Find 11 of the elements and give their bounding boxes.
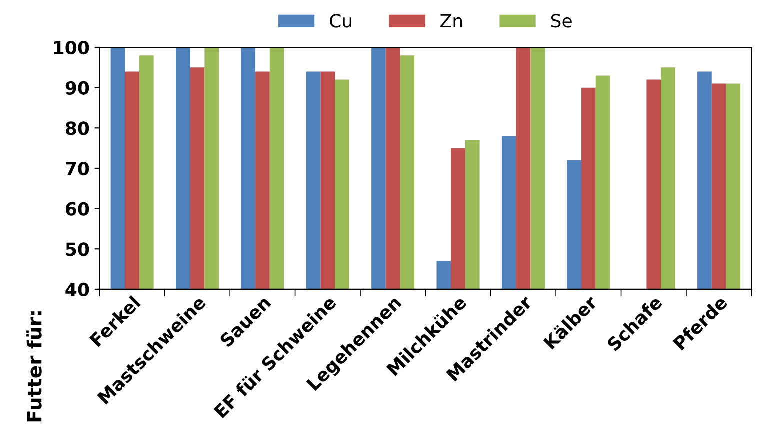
y-tick-label: 70 <box>66 162 90 176</box>
y-tick-label: 60 <box>66 202 90 216</box>
y-tick-label: 100 <box>54 40 90 55</box>
y-tick-label: 40 <box>66 282 90 297</box>
legend-label: Zn <box>440 14 462 28</box>
text: Futter für: <box>26 312 42 422</box>
y-tick-label: 50 <box>66 242 90 256</box>
legend-label: Cu <box>330 14 352 28</box>
y-tick-label: 80 <box>66 122 90 136</box>
legend-label: Se <box>551 14 572 28</box>
y-tick-label: 90 <box>66 81 90 95</box>
